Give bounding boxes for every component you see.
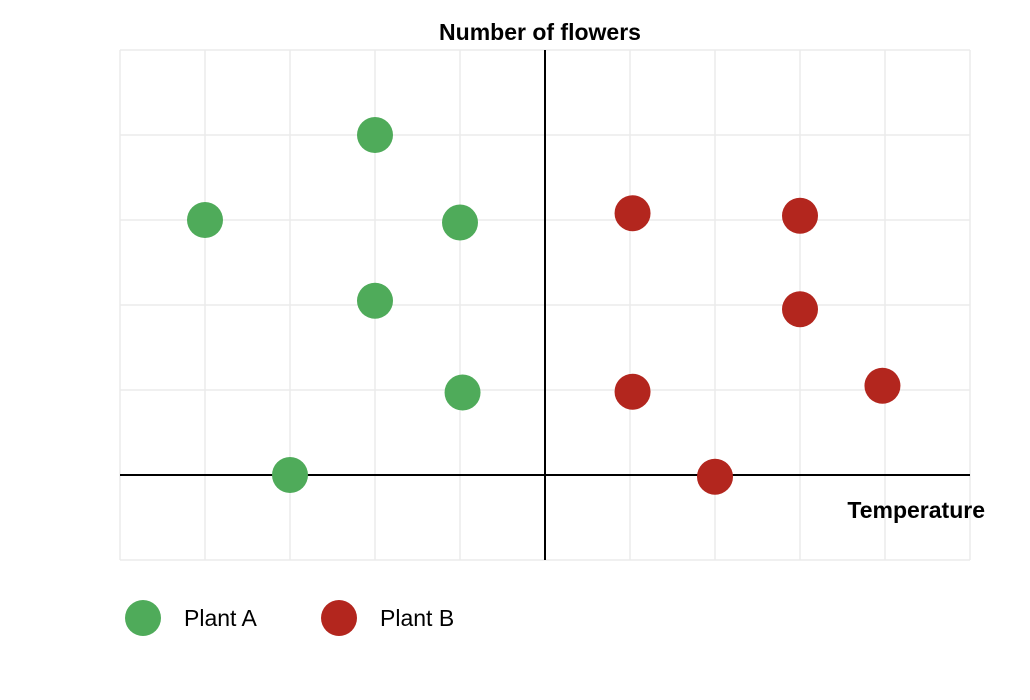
data-point-plant-a xyxy=(272,457,308,493)
data-point-plant-a xyxy=(442,204,478,241)
y-axis-label: Number of flowers xyxy=(439,19,641,45)
data-point-plant-b xyxy=(697,458,733,495)
data-point-plant-b xyxy=(864,367,901,404)
data-point-plant-b xyxy=(782,197,818,234)
data-point-plant-a xyxy=(357,282,393,319)
x-axis-label: Temperature xyxy=(847,497,985,523)
data-point-plant-a xyxy=(357,117,393,153)
data-point-plant-a xyxy=(444,374,481,411)
legend-label-plant-a: Plant A xyxy=(184,605,258,631)
axes xyxy=(120,50,970,560)
legend: Plant A Plant B xyxy=(125,600,454,636)
legend-marker-plant-a xyxy=(125,600,161,636)
data-point-plant-b xyxy=(782,291,818,328)
data-points xyxy=(187,117,901,495)
data-point-plant-b xyxy=(614,195,651,232)
legend-marker-plant-b xyxy=(321,600,357,636)
legend-label-plant-b: Plant B xyxy=(380,605,454,631)
data-point-plant-b xyxy=(614,373,651,410)
data-point-plant-a xyxy=(187,202,223,238)
